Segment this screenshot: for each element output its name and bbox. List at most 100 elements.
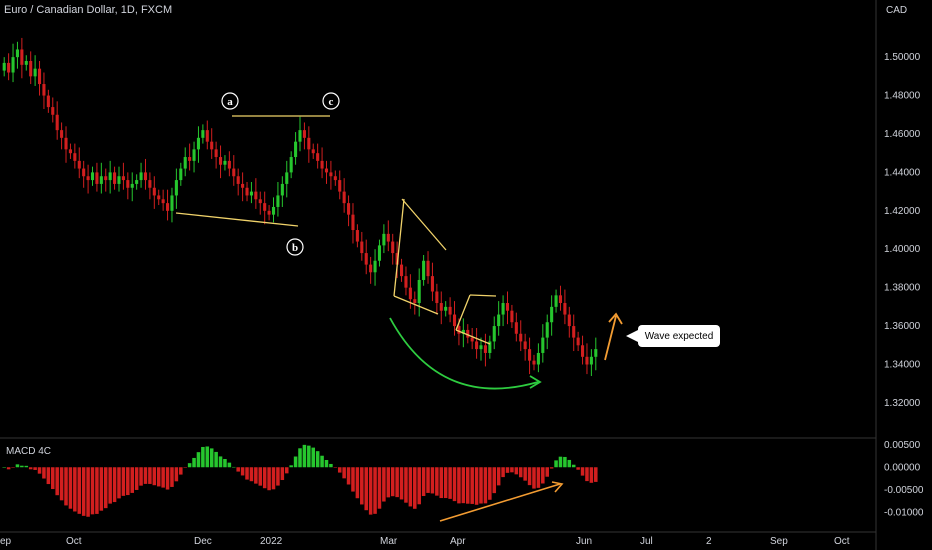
macd-bar [284,467,289,474]
candle-body [55,114,59,131]
candle-body [329,172,333,177]
candle-body [15,49,19,58]
candle-body [377,245,382,261]
candle-body [143,172,148,181]
macd-bar [483,467,488,504]
macd-bar [108,467,112,504]
macd-bar [196,452,201,468]
candle-body [183,157,187,169]
price-tick-label: 1.36000 [884,321,921,332]
trendline [401,198,447,251]
macd-bar [527,467,532,486]
macd-histogram [2,444,598,517]
macd-bar [15,464,20,468]
candle-body [391,241,395,254]
candle-body [545,322,549,338]
trendline [455,294,471,331]
candle-body [523,341,527,350]
candle-body [488,341,492,353]
candle-body [280,183,284,196]
candle-body [413,299,417,304]
macd-bar [470,467,474,504]
price-tick-label: 1.32000 [884,398,921,409]
candle-body [528,349,532,361]
candle-body [289,157,293,173]
candle-body [399,264,404,277]
candle-body [232,168,236,177]
candle-body [166,203,170,211]
macd-bar [77,467,82,514]
candle-body [479,345,483,350]
macd-bar [183,467,187,468]
macd-bar [532,467,536,489]
macd-bar [585,467,589,482]
green-curve-arrow [389,317,539,390]
candle-body [126,180,130,188]
candle-body [541,337,545,353]
candle-body [254,191,258,200]
macd-bar [404,467,408,503]
candle-body [157,195,161,200]
macd-bar [549,467,554,469]
candle-body [90,172,95,181]
indicator-tick-label: -0.00500 [884,485,924,496]
macd-bar [558,456,563,468]
candle-body [241,183,245,188]
candle-body [24,60,28,65]
macd-bar [395,467,399,498]
macd-bar [174,467,179,482]
trendline [175,212,299,227]
candle-body [82,168,86,177]
macd-arrow-head [551,481,564,493]
macd-bar [302,444,307,468]
macd-bar [505,467,510,473]
candle-body [448,306,452,315]
indicator-title: MACD 4C [6,446,52,457]
candle-body [46,95,50,108]
macd-bar [134,467,139,490]
candle-body [594,349,598,357]
candlestick-series [2,37,598,377]
candle-body [210,141,214,150]
candle-body [285,172,289,184]
candle-body [60,130,64,138]
macd-bar [161,467,165,488]
candle-body [320,160,324,169]
time-tick-label: 2022 [260,536,283,547]
candle-body [135,180,139,184]
time-tick-label: Oct [834,536,850,547]
macd-bar [223,458,227,468]
macd-bar [249,467,254,482]
macd-bar [73,467,77,512]
candle-body [174,180,178,196]
candle-body [338,180,342,192]
macd-bar [311,447,316,468]
candle-body [29,60,33,77]
macd-bar [179,467,183,475]
macd-bar [227,462,232,468]
macd-bar [518,467,523,478]
macd-bar [536,467,541,488]
candle-body [307,137,311,150]
candle-body [461,329,465,334]
candle-body [68,149,72,154]
macd-bar [571,464,576,468]
macd-bar [298,448,302,468]
trendline [393,295,439,315]
price-axis: 1.50000 1.48000 1.46000 1.44000 1.42000 1.400… [884,5,921,409]
indicator-axis: 0.00500 0.00000 -0.00500 -0.01000 [884,440,924,519]
macd-bar [42,467,46,479]
time-tick-label: Jul [640,536,653,547]
macd-bar [421,467,426,497]
macd-bar [589,467,594,483]
trendline [393,198,405,297]
macd-bar [103,467,108,509]
macd-bar [271,467,276,490]
candle-body [439,303,443,311]
candle-body [214,149,218,158]
orange-arrow-head [608,312,623,325]
wave-label: c [329,96,334,108]
macd-bar [293,456,298,468]
trendline [455,329,491,345]
